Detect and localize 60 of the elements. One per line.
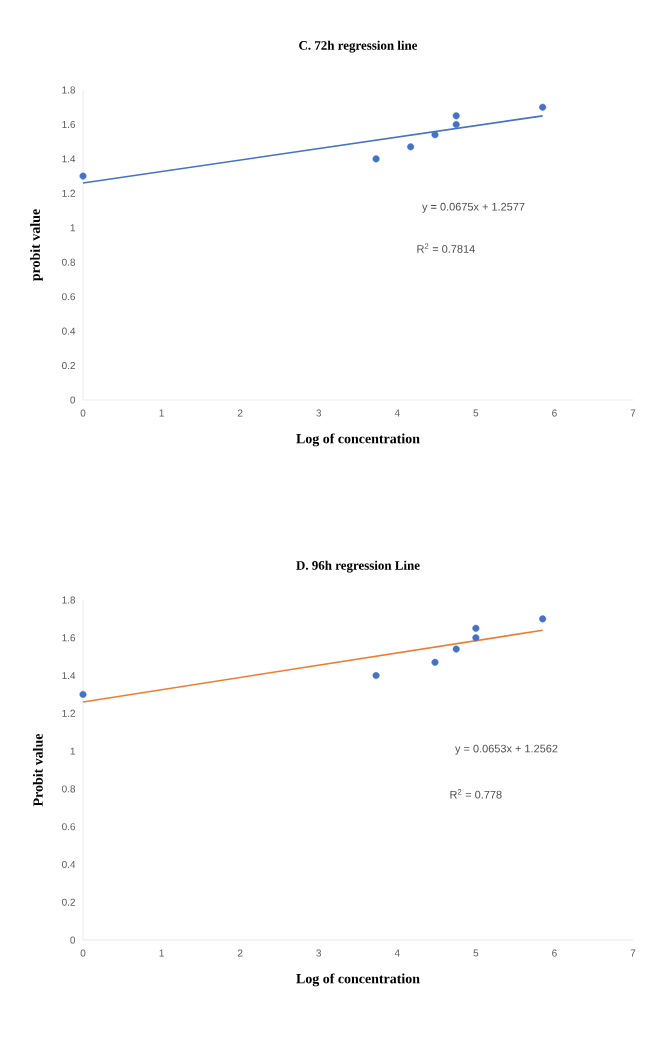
point: [372, 155, 380, 163]
x-tick-label: 1: [159, 949, 164, 957]
y-axis-title: Probit value: [32, 733, 43, 807]
point: [452, 645, 460, 653]
x-tick-label: 4: [394, 949, 400, 957]
point: [431, 131, 439, 139]
y-tick-label: 1.6: [62, 120, 76, 128]
annotation: y = 0.0675x + 1.2577: [422, 202, 525, 213]
point: [372, 672, 380, 680]
y-tick-label: 1.2: [62, 189, 75, 197]
point: [79, 690, 87, 698]
x-tick-label: 5: [473, 409, 479, 417]
y-tick-label: 1.4: [62, 155, 76, 163]
y-tick-label: 0.4: [62, 860, 76, 868]
x-tick-label: 0: [80, 949, 86, 957]
point: [472, 634, 480, 642]
y-tick-label: 0.2: [62, 898, 75, 906]
y-tick-label: 1.8: [62, 86, 76, 94]
y-tick-label: 1.2: [62, 709, 75, 717]
y-tick-label: 1.8: [62, 596, 76, 604]
point: [452, 112, 460, 120]
chart-title: D. 96h regression Line: [296, 560, 420, 573]
y-tick-label: 0.8: [62, 785, 76, 793]
chart-title: C. 72h regression line: [299, 40, 418, 53]
y-tick-label: 0.4: [62, 327, 76, 335]
x-tick-label: 2: [237, 949, 243, 957]
x-tick-label: 0: [80, 409, 86, 417]
y-tick-label: 1: [70, 747, 75, 755]
point: [472, 624, 480, 632]
y-axis-title: probit value: [30, 209, 43, 281]
annotation: R$^{2}$ = 0.778: [450, 789, 502, 799]
y-tick-label: 0.2: [62, 362, 75, 370]
x-tick-label: 3: [316, 949, 322, 957]
y-tick-label: 0.6: [62, 293, 76, 301]
x-tick-label: 4: [394, 409, 400, 417]
annotation: R$^{2}$ = 0.7814: [417, 243, 475, 253]
y-tick-label: 0: [70, 936, 76, 944]
point: [407, 143, 415, 151]
annotation: y = 0.0653x + 1.2562: [455, 744, 558, 755]
point: [79, 172, 87, 180]
x-tick-label: 5: [473, 949, 479, 957]
x-tick-label: 3: [316, 409, 322, 417]
x-axis-title: Log of concentration: [296, 433, 420, 447]
y-tick-label: 0: [70, 396, 76, 404]
x-tick-label: 6: [552, 949, 557, 957]
y-tick-label: 0.6: [62, 823, 76, 831]
x-tick-label: 7: [630, 409, 636, 417]
point: [452, 120, 460, 128]
x-tick-label: 2: [237, 409, 243, 417]
x-tick-label: 1: [159, 409, 164, 417]
x-tick-label: 6: [552, 409, 557, 417]
y-tick-label: 1: [70, 224, 75, 232]
point: [431, 658, 439, 666]
y-tick-label: 1.6: [62, 634, 76, 642]
x-tick-label: 7: [630, 949, 636, 957]
point: [539, 103, 547, 111]
x-axis-title: Log of concentration: [296, 973, 420, 987]
point: [539, 615, 547, 623]
y-tick-label: 0.8: [62, 258, 76, 266]
y-tick-label: 1.4: [62, 672, 76, 679]
